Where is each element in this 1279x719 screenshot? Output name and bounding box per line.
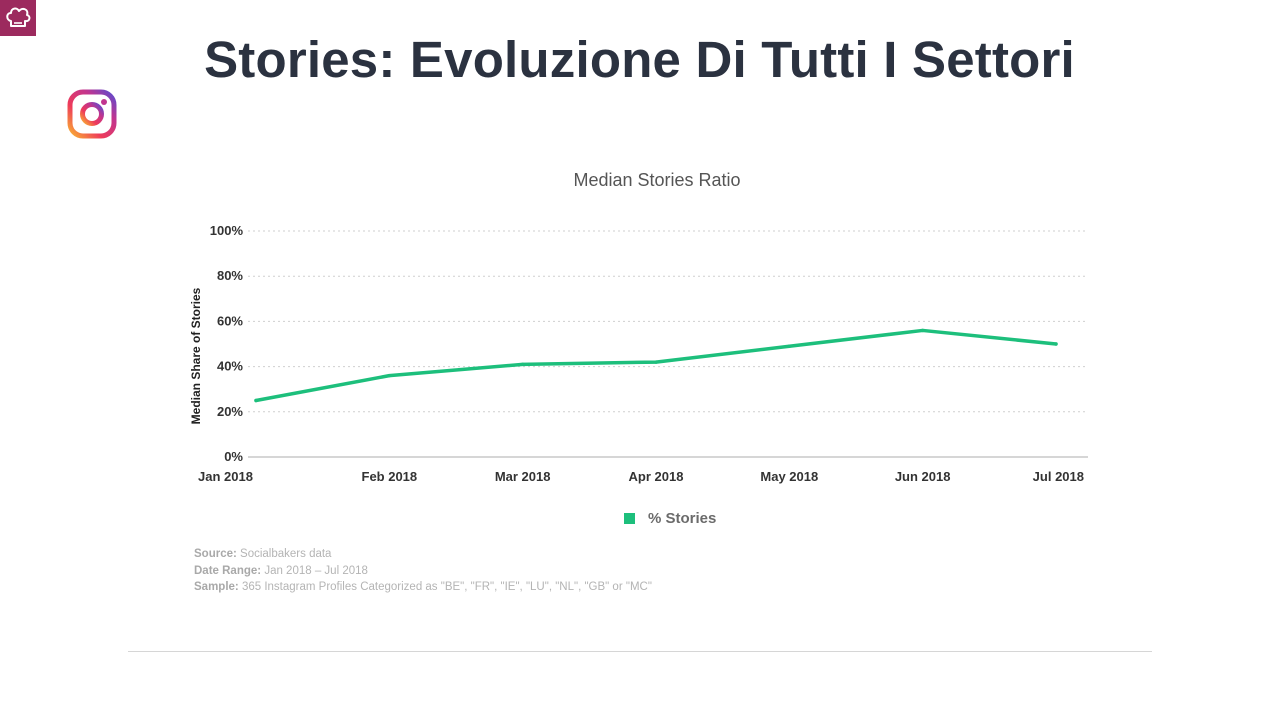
line-chart: Median Share of Stories 0% 20% 40% 60% 80% 10… xyxy=(189,223,1088,484)
brand-badge xyxy=(0,0,36,36)
y-tick-label: 40% xyxy=(217,359,243,374)
chart-legend: % Stories xyxy=(624,510,716,527)
instagram-icon xyxy=(67,89,117,139)
data-point xyxy=(787,344,792,348)
source-value: Socialbakers data xyxy=(240,548,332,560)
date-range-value: Jan 2018 – Jul 2018 xyxy=(264,564,368,577)
source-line: Source: Socialbakers data xyxy=(194,546,652,563)
sample-label: Sample: xyxy=(194,581,239,593)
series-line xyxy=(254,328,1058,403)
y-tick-label: 80% xyxy=(217,268,243,283)
source-notes: Source: Socialbakers data Date Range: Ja… xyxy=(194,546,652,596)
chef-hat-icon xyxy=(6,7,31,27)
data-point xyxy=(1054,342,1058,346)
page-title: Stories: Evoluzione Di Tutti I Settori xyxy=(204,31,1075,88)
x-tick-label: Feb 2018 xyxy=(362,469,418,484)
data-point xyxy=(654,360,658,364)
y-tick-label: 20% xyxy=(217,404,243,419)
x-tick-label: Apr 2018 xyxy=(629,469,684,484)
sample-value: 365 Instagram Profiles Categorized as "B… xyxy=(241,581,652,593)
legend-label: % Stories xyxy=(648,510,717,527)
y-tick-label: 0% xyxy=(224,449,243,464)
y-tick-label: 100% xyxy=(210,223,244,238)
data-point xyxy=(520,362,525,367)
y-tick-labels: 0% 20% 40% 60% 80% 100% xyxy=(210,223,244,464)
chart-title: Median Stories Ratio xyxy=(573,170,741,190)
date-range-label: Date Range: xyxy=(194,564,262,577)
x-tick-label: Jun 2018 xyxy=(895,469,951,484)
y-tick-label: 60% xyxy=(217,313,243,328)
bottom-divider xyxy=(128,651,1152,652)
data-point xyxy=(254,398,258,403)
y-axis-label: Median Share of Stories xyxy=(189,287,203,424)
x-tick-labels: Jan 2018 Feb 2018 Mar 2018 Apr 2018 May 2018… xyxy=(198,469,1084,484)
x-tick-label: Mar 2018 xyxy=(495,469,551,484)
date-range-line: Date Range: Jan 2018 – Jul 2018 xyxy=(194,563,652,580)
data-point xyxy=(387,373,392,378)
source-label: Source: xyxy=(194,548,237,560)
sample-line: Sample: 365 Instagram Profiles Categoriz… xyxy=(194,579,652,596)
legend-swatch xyxy=(624,513,635,524)
x-tick-label: May 2018 xyxy=(760,469,818,484)
chart-series xyxy=(254,328,1058,403)
chart-grid xyxy=(248,230,1088,458)
x-tick-label: Jan 2018 xyxy=(198,469,253,484)
x-tick-label: Jul 2018 xyxy=(1033,469,1084,484)
data-point xyxy=(920,328,925,333)
